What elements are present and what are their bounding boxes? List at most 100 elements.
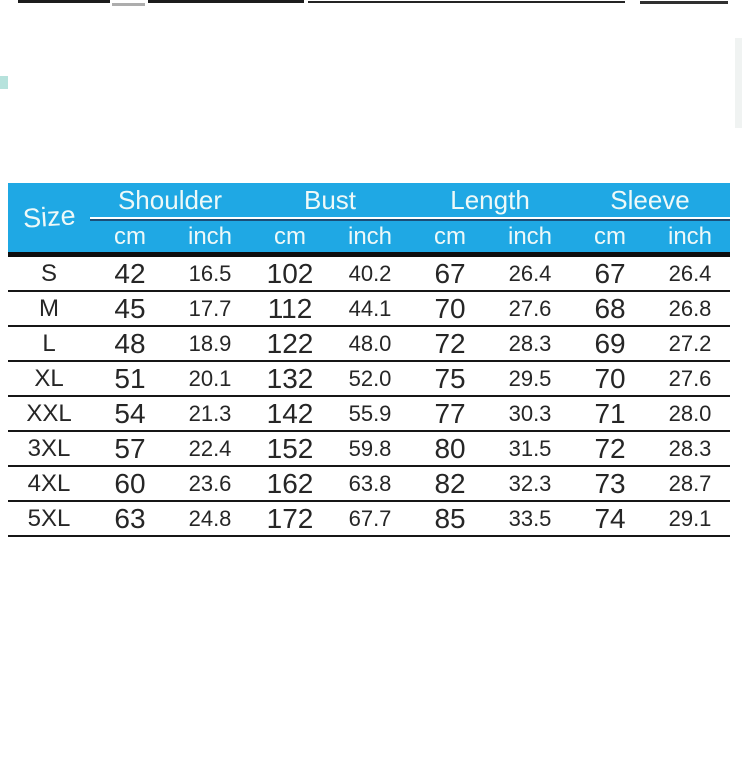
- cell-sleeve-cm: 73: [570, 467, 651, 502]
- cell-length-inch: 33.5: [490, 502, 571, 537]
- cell-bust-cm: 122: [250, 327, 331, 362]
- top-edge-artifact: [308, 1, 625, 3]
- cell-sleeve-inch: 28.3: [650, 432, 731, 467]
- unit-header-length-inch: inch: [490, 219, 571, 252]
- cell-length-inch: 29.5: [490, 362, 571, 397]
- cell-sleeve-cm: 69: [570, 327, 651, 362]
- cell-shoulder-cm: 60: [90, 467, 170, 502]
- cell-shoulder-inch: 23.6: [170, 467, 251, 502]
- col-header-size: Size: [8, 183, 90, 252]
- cell-size: 3XL: [8, 432, 90, 467]
- cell-size: L: [8, 327, 90, 362]
- cell-sleeve-cm: 67: [570, 252, 651, 292]
- cell-shoulder-cm: 51: [90, 362, 170, 397]
- cell-sleeve-inch: 27.2: [650, 327, 731, 362]
- cell-shoulder-cm: 54: [90, 397, 170, 432]
- cell-shoulder-cm: 48: [90, 327, 170, 362]
- cell-length-cm: 82: [410, 467, 491, 502]
- table-row: 5XL 63 24.8 172 67.7 85 33.5 74 29.1: [8, 502, 731, 537]
- cell-size: 5XL: [8, 502, 90, 537]
- cell-shoulder-inch: 17.7: [170, 292, 251, 327]
- cell-length-inch: 26.4: [490, 252, 571, 292]
- cell-sleeve-cm: 72: [570, 432, 651, 467]
- cell-bust-inch: 48.0: [330, 327, 411, 362]
- cell-length-inch: 31.5: [490, 432, 571, 467]
- cell-length-inch: 27.6: [490, 292, 571, 327]
- table-row: XL 51 20.1 132 52.0 75 29.5 70 27.6: [8, 362, 731, 397]
- cell-bust-cm: 102: [250, 252, 331, 292]
- table-row: M 45 17.7 112 44.1 70 27.6 68 26.8: [8, 292, 731, 327]
- right-edge-artifact: [735, 38, 742, 128]
- top-edge-artifact: [640, 1, 728, 4]
- table-row: 3XL 57 22.4 152 59.8 80 31.5 72 28.3: [8, 432, 731, 467]
- left-edge-artifact: [0, 76, 8, 89]
- size-header-label: Size: [21, 200, 77, 234]
- cell-size: 4XL: [8, 467, 90, 502]
- cell-length-inch: 28.3: [490, 327, 571, 362]
- cell-length-cm: 72: [410, 327, 491, 362]
- unit-header-sleeve-cm: cm: [570, 219, 651, 252]
- cell-sleeve-inch: 28.7: [650, 467, 731, 502]
- unit-header-shoulder-cm: cm: [90, 219, 170, 252]
- cell-sleeve-inch: 28.0: [650, 397, 731, 432]
- cell-bust-inch: 59.8: [330, 432, 411, 467]
- cell-size: S: [8, 252, 90, 292]
- unit-header-sleeve-inch: inch: [650, 219, 731, 252]
- cell-bust-inch: 55.9: [330, 397, 411, 432]
- top-edge-artifact: [18, 0, 110, 3]
- table-body: S 42 16.5 102 40.2 67 26.4 67 26.4 M 45 …: [8, 252, 731, 537]
- cell-size: XL: [8, 362, 90, 397]
- cell-shoulder-cm: 42: [90, 252, 170, 292]
- size-chart-table: Size Shoulder Bust Length Sleeve cm inch…: [8, 183, 731, 537]
- cell-size: M: [8, 292, 90, 327]
- top-edge-artifact: [148, 0, 304, 3]
- cell-shoulder-inch: 16.5: [170, 252, 251, 292]
- cell-length-cm: 85: [410, 502, 491, 537]
- cell-sleeve-cm: 68: [570, 292, 651, 327]
- cell-shoulder-inch: 18.9: [170, 327, 251, 362]
- cell-length-cm: 70: [410, 292, 491, 327]
- cell-shoulder-cm: 63: [90, 502, 170, 537]
- cell-bust-cm: 132: [250, 362, 331, 397]
- cell-sleeve-inch: 26.8: [650, 292, 731, 327]
- cell-length-cm: 77: [410, 397, 491, 432]
- cell-sleeve-cm: 70: [570, 362, 651, 397]
- cell-shoulder-cm: 57: [90, 432, 170, 467]
- cell-length-cm: 75: [410, 362, 491, 397]
- cell-shoulder-inch: 24.8: [170, 502, 251, 537]
- cell-length-cm: 67: [410, 252, 491, 292]
- table-header: Size Shoulder Bust Length Sleeve cm inch…: [8, 183, 731, 252]
- cell-shoulder-inch: 22.4: [170, 432, 251, 467]
- cell-bust-cm: 112: [250, 292, 331, 327]
- cell-bust-inch: 44.1: [330, 292, 411, 327]
- unit-header-shoulder-inch: inch: [170, 219, 251, 252]
- cell-sleeve-cm: 71: [570, 397, 651, 432]
- col-group-bust: Bust: [250, 183, 411, 219]
- cell-sleeve-inch: 29.1: [650, 502, 731, 537]
- cell-shoulder-inch: 20.1: [170, 362, 251, 397]
- cell-length-inch: 32.3: [490, 467, 571, 502]
- table-row: S 42 16.5 102 40.2 67 26.4 67 26.4: [8, 252, 731, 292]
- cell-sleeve-inch: 26.4: [650, 252, 731, 292]
- unit-header-bust-inch: inch: [330, 219, 411, 252]
- unit-header-length-cm: cm: [410, 219, 491, 252]
- cell-bust-inch: 52.0: [330, 362, 411, 397]
- cell-shoulder-inch: 21.3: [170, 397, 251, 432]
- unit-header-bust-cm: cm: [250, 219, 331, 252]
- cell-bust-inch: 67.7: [330, 502, 411, 537]
- table-row: XXL 54 21.3 142 55.9 77 30.3 71 28.0: [8, 397, 731, 432]
- cell-sleeve-cm: 74: [570, 502, 651, 537]
- cell-bust-inch: 63.8: [330, 467, 411, 502]
- cell-bust-cm: 172: [250, 502, 331, 537]
- cell-bust-cm: 162: [250, 467, 331, 502]
- cell-bust-cm: 152: [250, 432, 331, 467]
- table-row: L 48 18.9 122 48.0 72 28.3 69 27.2: [8, 327, 731, 362]
- cell-length-cm: 80: [410, 432, 491, 467]
- cell-length-inch: 30.3: [490, 397, 571, 432]
- cell-sleeve-inch: 27.6: [650, 362, 731, 397]
- cell-size: XXL: [8, 397, 90, 432]
- cell-bust-cm: 142: [250, 397, 331, 432]
- col-group-sleeve: Sleeve: [570, 183, 731, 219]
- col-group-shoulder: Shoulder: [90, 183, 251, 219]
